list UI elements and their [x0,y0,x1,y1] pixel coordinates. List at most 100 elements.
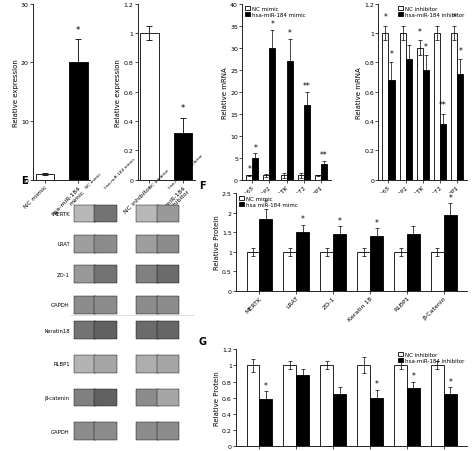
Bar [252,158,258,180]
Text: E: E [21,176,27,186]
Bar [315,176,321,180]
Bar [382,34,388,180]
Text: G: G [199,336,207,346]
Text: *: * [301,215,305,223]
Y-axis label: Relative mRNA: Relative mRNA [356,67,362,118]
FancyBboxPatch shape [94,266,117,284]
Bar [434,34,440,180]
Text: hsa-miR-184 mimic: hsa-miR-184 mimic [104,156,136,189]
FancyBboxPatch shape [74,235,96,253]
FancyBboxPatch shape [157,235,179,253]
Text: *: * [264,381,268,390]
Text: GAPDH: GAPDH [51,429,70,434]
Bar [283,366,296,446]
Bar [457,75,463,180]
Text: hsa-miR-184 inhibitor: hsa-miR-184 inhibitor [168,153,204,189]
FancyBboxPatch shape [157,296,179,314]
Bar [246,252,260,291]
Bar [260,400,272,446]
Text: *: * [458,47,462,56]
FancyBboxPatch shape [136,266,159,284]
Text: **: ** [320,151,328,160]
FancyBboxPatch shape [94,235,117,253]
Text: Keratin18: Keratin18 [44,328,70,333]
FancyBboxPatch shape [136,355,159,373]
Y-axis label: Relative mRNA: Relative mRNA [222,67,228,118]
Bar [444,394,457,446]
FancyBboxPatch shape [74,322,96,339]
Text: **: ** [303,82,311,91]
Text: *: * [270,20,274,29]
FancyBboxPatch shape [136,423,159,440]
FancyBboxPatch shape [74,266,96,284]
Bar [263,176,270,180]
Text: MERTK: MERTK [52,212,70,216]
Bar [407,388,420,446]
FancyBboxPatch shape [157,266,179,284]
Text: *: * [418,28,422,37]
Text: *: * [384,13,388,22]
Bar [440,124,446,180]
Bar [394,252,407,291]
Bar [320,366,333,446]
Bar [280,176,287,180]
Bar [296,375,309,446]
Text: LRAT: LRAT [57,242,70,247]
Bar [431,252,444,291]
Text: NC mimic: NC mimic [85,171,102,189]
Text: *: * [337,216,342,226]
FancyBboxPatch shape [136,205,159,223]
Bar [69,63,88,180]
FancyBboxPatch shape [157,423,179,440]
Bar [283,252,296,291]
Bar [444,215,457,291]
Bar [321,165,327,180]
FancyBboxPatch shape [94,423,117,440]
Text: *: * [452,13,456,22]
Bar [357,252,370,291]
FancyBboxPatch shape [157,355,179,373]
FancyBboxPatch shape [74,423,96,440]
Bar [423,70,429,180]
Text: *: * [287,29,292,38]
FancyBboxPatch shape [94,355,117,373]
FancyBboxPatch shape [74,205,96,223]
Bar [370,237,383,291]
Text: *: * [448,193,452,202]
Text: *: * [412,371,415,380]
Text: *: * [375,218,379,227]
FancyBboxPatch shape [94,389,117,406]
FancyBboxPatch shape [74,355,96,373]
FancyBboxPatch shape [94,296,117,314]
Bar [320,252,333,291]
Bar [270,48,275,180]
Text: *: * [253,143,257,152]
FancyBboxPatch shape [157,322,179,339]
FancyBboxPatch shape [136,235,159,253]
Y-axis label: Relative Protein: Relative Protein [214,215,220,270]
Text: *: * [389,50,394,59]
Bar [417,48,423,180]
Text: *: * [181,104,185,113]
Bar [246,366,260,446]
Bar [246,176,252,180]
Bar [357,366,370,446]
Text: *: * [424,42,428,51]
Text: *: * [264,199,268,208]
Bar [287,62,293,180]
Text: ZO-1: ZO-1 [57,272,70,277]
Bar [296,233,309,291]
Legend: NC inhibitor, hsa-miR-184 inhibitor: NC inhibitor, hsa-miR-184 inhibitor [398,352,464,363]
Y-axis label: Relative expression: Relative expression [13,59,19,126]
Bar [451,34,457,180]
Bar [333,235,346,291]
Bar [405,60,412,180]
FancyBboxPatch shape [94,205,117,223]
Bar [140,34,159,180]
Bar [388,81,395,180]
Legend: NC mimic, hsa miR-184 mimc: NC mimic, hsa miR-184 mimc [239,197,298,207]
Bar [400,34,405,180]
Bar [431,366,444,446]
Legend: NC mimic, hsa-miR-184 mimic: NC mimic, hsa-miR-184 mimic [245,7,306,18]
Y-axis label: Relative Protein: Relative Protein [214,371,220,425]
